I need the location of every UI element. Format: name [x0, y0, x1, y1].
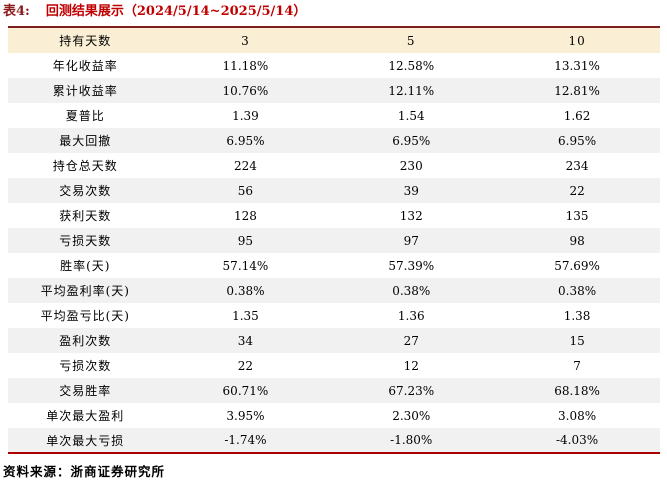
metric-value: -1.80% — [390, 433, 433, 447]
metric-value: 128 — [233, 208, 257, 223]
metric-value: 57.14% — [222, 258, 269, 273]
table-row: 单次最大盈利 3.95% 2.30% 3.08% — [8, 403, 660, 428]
metric-label: 平均盈亏比(天) — [40, 309, 130, 323]
metric-value: 68.18% — [554, 383, 600, 398]
metric-label: 单次最大亏损 — [46, 433, 125, 448]
metric-value: 2.30% — [392, 408, 431, 423]
metric-value: 0.38% — [392, 283, 431, 298]
metric-value: 11.18% — [222, 58, 269, 73]
table-row: 亏损天数 95 97 98 — [8, 228, 660, 253]
metric-value: 12.11% — [388, 83, 435, 98]
header-col-3: 3 — [162, 27, 329, 53]
metric-value: 10.76% — [222, 83, 269, 98]
metric-label: 交易次数 — [59, 184, 112, 198]
header-holding-days: 持有天数 — [8, 27, 163, 53]
table-row: 平均盈利率(天) 0.38% 0.38% 0.38% — [8, 278, 660, 303]
table-number: 表4: — [3, 4, 30, 19]
metric-value: 98 — [569, 233, 585, 248]
metric-value: 56 — [237, 183, 254, 198]
metric-value: 224 — [233, 158, 257, 173]
table-row: 持仓总天数 224 230 234 — [8, 153, 660, 178]
metric-label: 单次最大盈利 — [46, 409, 125, 423]
metric-label: 最大回撤 — [59, 134, 112, 148]
metric-value: 1.35 — [232, 308, 259, 323]
metric-value: 67.23% — [388, 383, 435, 398]
metric-label: 平均盈利率(天) — [40, 284, 130, 298]
metric-value: 135 — [565, 208, 589, 223]
metric-label: 盈利次数 — [59, 334, 112, 348]
metric-value: 57.39% — [388, 258, 435, 273]
metric-value: 13.31% — [554, 58, 600, 73]
metric-value: 1.39 — [232, 108, 259, 123]
table-row: 交易次数 56 39 22 — [8, 178, 660, 203]
metric-value: 57.69% — [554, 258, 600, 273]
metric-value: 7 — [573, 358, 581, 373]
header-col-10: 10 — [494, 27, 660, 53]
metric-value: 22 — [569, 183, 585, 198]
metric-label: 胜率(天) — [60, 259, 111, 273]
source-label: 资料来源： — [3, 464, 71, 479]
table-caption: 表4: 回测结果展示（2024/5/14~2025/5/14） — [0, 0, 667, 20]
metric-label: 交易胜率 — [59, 384, 112, 398]
table-row: 年化收益率 11.18% 12.58% 13.31% — [8, 53, 660, 78]
metric-value: 39 — [403, 183, 419, 198]
metric-label: 年化收益率 — [52, 59, 118, 73]
table-row: 累计收益率 10.76% 12.11% 12.81% — [8, 78, 660, 103]
metric-value: 95 — [237, 233, 254, 248]
metric-value: 3.95% — [226, 408, 265, 423]
table-body: 年化收益率 11.18% 12.58% 13.31% 累计收益率 10.76% 12.11%… — [8, 53, 660, 453]
metric-value: 1.36 — [397, 308, 425, 323]
source-note: 资料来源：浙商证券研究所 — [0, 454, 667, 480]
metric-value: 22 — [237, 358, 254, 373]
table-row: 获利天数 128 132 135 — [8, 203, 660, 228]
table-header-row: 持有天数 3 5 10 — [8, 27, 660, 53]
metric-value: 12.58% — [388, 58, 435, 73]
metric-label: 亏损次数 — [59, 359, 112, 373]
metric-value: 6.95% — [558, 133, 597, 148]
metric-value: 6.95% — [226, 133, 265, 148]
metric-value: 1.54 — [397, 108, 425, 123]
metric-value: 60.71% — [222, 383, 269, 398]
table-row: 交易胜率 60.71% 67.23% 68.18% — [8, 378, 660, 403]
header-col-5: 5 — [328, 27, 495, 53]
source-text: 浙商证券研究所 — [70, 464, 166, 479]
metric-value: 97 — [403, 233, 419, 248]
metric-label: 夏普比 — [65, 109, 105, 123]
metric-value: 0.38% — [558, 283, 597, 298]
metric-value: 27 — [403, 333, 419, 348]
metric-value: -4.03% — [555, 433, 599, 447]
metric-value: 1.62 — [563, 108, 591, 123]
metric-value: 0.38% — [226, 283, 265, 298]
metric-value: 230 — [399, 158, 423, 173]
metric-value: 12.81% — [554, 83, 600, 98]
metric-value: 6.95% — [392, 133, 431, 148]
metric-value: 1.38 — [563, 308, 591, 323]
metric-value: -1.74% — [224, 433, 267, 447]
metric-value: 3.08% — [558, 408, 597, 423]
table-row: 盈利次数 34 27 15 — [8, 328, 660, 353]
table-row: 最大回撤 6.95% 6.95% 6.95% — [8, 128, 660, 153]
table-row: 胜率(天) 57.14% 57.39% 57.69% — [8, 253, 660, 278]
backtest-results-table: 持有天数 3 5 10 年化收益率 11.18% 12.58% 13.31% 累计收益率… — [8, 26, 660, 454]
metric-value: 132 — [399, 208, 423, 223]
metric-value: 34 — [237, 333, 254, 348]
table-row: 平均盈亏比(天) 1.35 1.36 1.38 — [8, 303, 660, 328]
metric-label: 累计收益率 — [52, 84, 118, 98]
metric-label: 获利天数 — [59, 209, 112, 223]
table-title: 回测结果展示（2024/5/14~2025/5/14） — [45, 4, 307, 19]
metric-value: 12 — [403, 358, 419, 373]
metric-label: 亏损天数 — [59, 234, 112, 248]
table-row: 单次最大亏损 -1.74% -1.80% -4.03% — [8, 428, 660, 453]
table-row: 夏普比 1.39 1.54 1.62 — [8, 103, 660, 128]
metric-value: 234 — [565, 158, 589, 173]
metric-label: 持仓总天数 — [52, 159, 118, 173]
metric-value: 15 — [569, 333, 585, 348]
table-row: 亏损次数 22 12 7 — [8, 353, 660, 378]
